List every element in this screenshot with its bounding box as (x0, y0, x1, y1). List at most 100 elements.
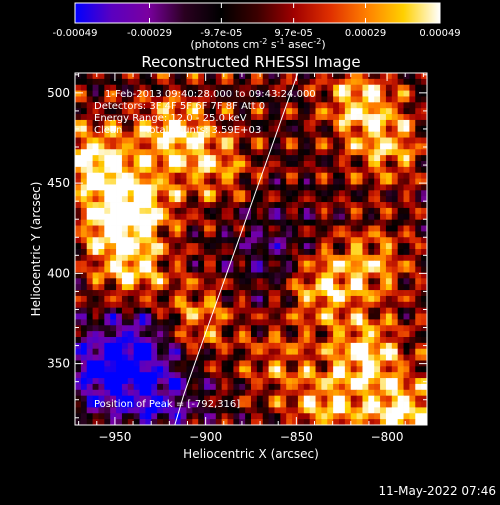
heatmap-cell (110, 207, 117, 215)
heatmap-cell (385, 301, 393, 309)
heatmap-cell (151, 231, 158, 238)
heatmap-cell (116, 301, 123, 309)
heatmap-cell (385, 73, 393, 80)
heatmap-cell (168, 102, 176, 109)
heatmap-cell (139, 348, 146, 355)
heatmap-cell (104, 84, 111, 91)
heatmap-cell (86, 319, 93, 326)
heatmap-cell (280, 131, 287, 138)
heatmap-cell (368, 325, 375, 332)
heatmap-cell (116, 125, 123, 133)
heatmap-cell (339, 360, 346, 367)
heatmap-cell (221, 395, 228, 402)
heatmap-cell (350, 90, 357, 97)
heatmap-cell (286, 295, 293, 303)
heatmap-cell (221, 84, 228, 91)
heatmap-cell (262, 254, 269, 262)
heatmap-cell (151, 207, 158, 215)
heatmap-cell (192, 389, 199, 397)
heatmap-cell (356, 325, 363, 332)
heatmap-cell (321, 155, 328, 162)
heatmap-cell (391, 401, 399, 408)
heatmap-cell (75, 96, 82, 103)
heatmap-cell (297, 342, 305, 350)
heatmap-cell (127, 378, 135, 385)
heatmap-cell (385, 125, 393, 133)
heatmap-cell (339, 290, 346, 297)
heatmap-cell (227, 290, 234, 297)
heatmap-cell (209, 249, 217, 256)
heatmap-cell (356, 172, 363, 179)
heatmap-cell (315, 249, 322, 256)
heatmap-cell (127, 143, 135, 150)
heatmap-cell (168, 272, 176, 279)
heatmap-cell (327, 184, 334, 191)
heatmap-cell (385, 331, 393, 338)
heatmap-cell (139, 73, 146, 80)
heatmap-cell (409, 395, 416, 402)
heatmap-cell (180, 143, 187, 150)
heatmap-cell (133, 114, 140, 121)
heatmap-cell (192, 342, 199, 350)
heatmap-cell (297, 166, 305, 174)
heatmap-cell (110, 78, 117, 86)
heatmap-cell (92, 419, 99, 425)
heatmap-cell (409, 143, 416, 150)
heatmap-cell (192, 290, 199, 297)
heatmap-cell (262, 401, 269, 408)
heatmap-cell (309, 149, 316, 156)
heatmap-cell (86, 307, 93, 314)
heatmap-cell (157, 190, 164, 197)
heatmap-cell (297, 155, 305, 162)
heatmap-cell (98, 325, 105, 332)
heatmap-cell (256, 295, 264, 303)
heatmap-cell (274, 149, 281, 156)
heatmap-cell (133, 307, 140, 314)
heatmap-cell (391, 84, 399, 91)
heatmap-cell (409, 389, 416, 397)
heatmap-cell (92, 149, 99, 156)
heatmap-cell (339, 383, 346, 391)
heatmap-cell (86, 301, 93, 309)
heatmap-cell (303, 143, 311, 150)
heatmap-cell (75, 90, 82, 97)
heatmap-cell (233, 108, 240, 115)
heatmap-cell (362, 301, 369, 309)
heatmap-cell (145, 313, 152, 320)
heatmap-cell (385, 260, 393, 267)
heatmap-cell (256, 272, 264, 279)
heatmap-cell (368, 419, 375, 425)
heatmap-cell (327, 249, 334, 256)
heatmap-cell (380, 407, 387, 414)
heatmap-cell (380, 108, 387, 115)
heatmap-cell (274, 190, 281, 197)
heatmap-cell (157, 348, 164, 355)
heatmap-cell (86, 143, 93, 150)
heatmap-cell (221, 108, 228, 115)
heatmap-cell (215, 260, 223, 267)
heatmap-cell (121, 249, 129, 256)
heatmap-cell (374, 237, 381, 244)
heatmap-cell (80, 137, 88, 144)
heatmap-cell (415, 290, 422, 297)
heatmap-cell (385, 366, 393, 373)
heatmap-cell (350, 360, 357, 367)
heatmap-cell (339, 407, 346, 414)
heatmap-cell (174, 102, 181, 109)
heatmap-cell (186, 366, 193, 373)
heatmap-cell (344, 284, 352, 291)
heatmap-cell (133, 190, 140, 197)
heatmap-cell (309, 125, 316, 133)
heatmap-cell (174, 342, 181, 350)
heatmap-cell (327, 114, 334, 121)
heatmap-cell (274, 331, 281, 338)
heatmap-cell (315, 207, 322, 215)
heatmap-cell (215, 325, 223, 332)
heatmap-cell (75, 313, 82, 320)
heatmap-cell (262, 272, 269, 279)
heatmap-cell (133, 225, 140, 232)
heatmap-cell (139, 243, 146, 250)
heatmap-cell (391, 278, 399, 285)
heatmap-cell (139, 108, 146, 115)
heatmap-cell (350, 254, 357, 262)
